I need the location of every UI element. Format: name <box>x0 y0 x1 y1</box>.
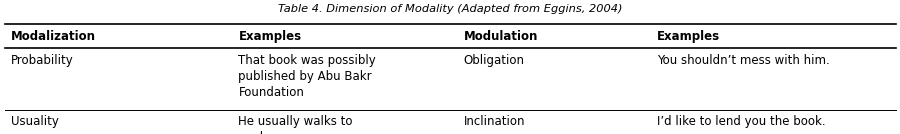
Text: That book was possibly
published by Abu Bakr
Foundation: That book was possibly published by Abu … <box>238 54 376 99</box>
Text: Examples: Examples <box>657 30 720 43</box>
Text: You shouldn’t mess with him.: You shouldn’t mess with him. <box>657 54 830 67</box>
Text: Modulation: Modulation <box>464 30 538 43</box>
Text: Table 4. Dimension of Modality (Adapted from Eggins, 2004): Table 4. Dimension of Modality (Adapted … <box>278 4 622 14</box>
Text: Obligation: Obligation <box>464 54 525 67</box>
Text: Usuality: Usuality <box>11 115 58 128</box>
Text: Inclination: Inclination <box>464 115 525 128</box>
Text: Probability: Probability <box>11 54 74 67</box>
Text: Modalization: Modalization <box>11 30 95 43</box>
Text: Examples: Examples <box>238 30 302 43</box>
Text: He usually walks to
work.: He usually walks to work. <box>238 115 353 134</box>
Text: I’d like to lend you the book.: I’d like to lend you the book. <box>657 115 825 128</box>
